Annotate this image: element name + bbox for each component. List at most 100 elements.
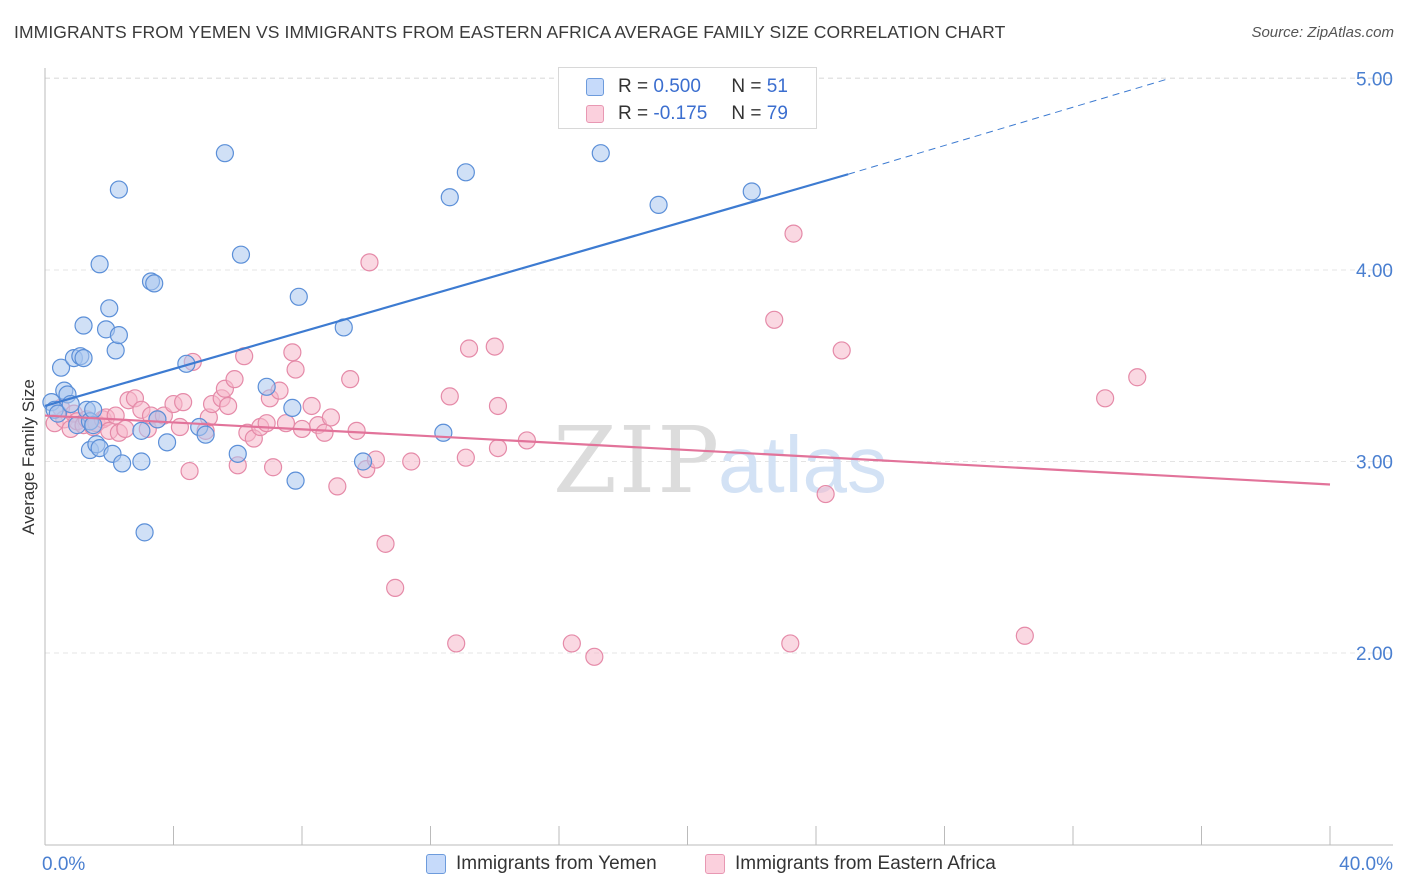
legend-r-label: R = <box>618 103 649 124</box>
point-yemen-51 <box>742 182 761 201</box>
point-yemen-10 <box>74 348 93 368</box>
point-yemen-32 <box>148 410 167 429</box>
point-eastern-africa-64 <box>456 448 475 467</box>
tick-labels: 2.00 3.00 4.00 5.00 0.0% 40.0% <box>42 70 1393 876</box>
x-tick-label-1: 40.0% <box>1339 854 1393 875</box>
legend: R = 0.500 N = 51 R = -0.175 N = 79 <box>558 67 817 129</box>
watermark-zip: ZIP <box>553 407 721 514</box>
source-label: Source: ZipAtlas.com <box>1251 24 1394 41</box>
bottom-legend-label-eastern-africa: Immigrants from Eastern Africa <box>735 853 996 874</box>
point-yemen-26 <box>109 180 128 199</box>
point-yemen-42 <box>286 471 305 490</box>
point-yemen-50 <box>649 195 668 214</box>
point-yemen-31 <box>145 274 164 293</box>
point-eastern-africa-70 <box>562 634 581 653</box>
point-yemen-21 <box>100 299 119 318</box>
point-eastern-africa-62 <box>440 387 459 406</box>
point-eastern-africa-78 <box>1096 389 1115 408</box>
legend-n-label: N = <box>731 76 762 97</box>
point-eastern-africa-26 <box>174 393 193 412</box>
point-eastern-africa-75 <box>816 484 835 504</box>
point-eastern-africa-65 <box>459 339 479 358</box>
point-yemen-29 <box>135 523 154 542</box>
point-eastern-africa-63 <box>447 634 466 653</box>
point-eastern-africa-43 <box>263 458 283 477</box>
point-eastern-africa-79 <box>1128 368 1147 387</box>
y-tick-label-1: 3.00 <box>1356 453 1393 474</box>
point-yemen-2 <box>48 404 67 423</box>
point-yemen-3 <box>51 358 71 377</box>
point-yemen-28 <box>132 452 151 471</box>
y-tick-label-2: 4.00 <box>1356 261 1393 282</box>
legend-r-value-eastern-africa: -0.175 <box>653 103 708 124</box>
trend-line-yemen-extension <box>847 78 1170 175</box>
point-yemen-33 <box>157 433 177 452</box>
point-eastern-africa-34 <box>219 396 238 416</box>
chart-title: IMMIGRANTS FROM YEMEN VS IMMIGRANTS FROM… <box>14 22 1006 42</box>
y-tick-label-0: 2.00 <box>1356 644 1393 665</box>
point-eastern-africa-46 <box>283 343 302 362</box>
x-tick-label-0: 0.0% <box>42 854 85 875</box>
point-eastern-africa-27 <box>180 461 199 481</box>
point-eastern-africa-59 <box>376 534 395 553</box>
point-yemen-40 <box>257 377 276 396</box>
point-yemen-24 <box>109 326 128 345</box>
point-yemen-16 <box>84 400 103 419</box>
point-eastern-africa-25 <box>170 417 190 437</box>
point-eastern-africa-52 <box>321 408 341 427</box>
point-eastern-africa-35 <box>225 370 244 389</box>
point-yemen-43 <box>289 287 308 306</box>
point-yemen-46 <box>434 423 453 442</box>
legend-n-label: N = <box>731 103 762 124</box>
series-yemen-points <box>42 144 761 542</box>
gridlines <box>45 77 1393 654</box>
point-eastern-africa-61 <box>402 452 421 471</box>
trend-lines <box>44 78 1331 486</box>
y-axis-label: Average Family Size <box>19 379 38 535</box>
bottom-legend-label-yemen: Immigrants from Yemen <box>456 853 657 874</box>
point-eastern-africa-67 <box>488 396 508 416</box>
point-yemen-48 <box>456 163 475 182</box>
point-eastern-africa-66 <box>485 337 504 356</box>
legend-n-value-yemen: 51 <box>766 76 788 97</box>
legend-row-yemen: R = 0.500 N = 51 <box>559 73 788 101</box>
bottom-legend-swatch-eastern-africa <box>705 854 725 874</box>
point-yemen-14 <box>74 316 93 335</box>
point-eastern-africa-41 <box>257 414 276 433</box>
point-eastern-africa-73 <box>781 634 800 653</box>
point-yemen-38 <box>228 444 247 463</box>
point-eastern-africa-74 <box>784 224 803 243</box>
point-eastern-africa-77 <box>1015 626 1034 645</box>
legend-r-value-yemen: 0.500 <box>653 76 701 97</box>
legend-swatch-yemen <box>586 78 604 96</box>
point-eastern-africa-71 <box>585 647 604 666</box>
point-eastern-africa-57 <box>360 253 379 272</box>
point-yemen-47 <box>440 188 459 207</box>
point-eastern-africa-49 <box>302 396 321 416</box>
point-yemen-39 <box>231 245 251 264</box>
watermark: ZIP atlas <box>553 407 887 514</box>
point-yemen-36 <box>196 425 215 444</box>
y-tick-label-3: 5.00 <box>1356 70 1393 91</box>
point-eastern-africa-76 <box>832 341 851 360</box>
point-yemen-41 <box>283 398 302 417</box>
point-eastern-africa-53 <box>328 477 347 496</box>
legend-swatch-eastern-africa <box>586 105 604 123</box>
point-eastern-africa-60 <box>386 578 405 597</box>
point-yemen-37 <box>215 144 234 163</box>
point-yemen-25 <box>112 454 132 473</box>
legend-r-label: R = <box>618 76 649 97</box>
watermark-atlas: atlas <box>718 420 887 509</box>
point-eastern-africa-72 <box>765 310 784 329</box>
point-yemen-27 <box>132 421 151 440</box>
point-eastern-africa-47 <box>286 360 305 379</box>
point-yemen-49 <box>591 144 610 163</box>
point-eastern-africa-51 <box>315 423 334 442</box>
point-eastern-africa-16 <box>116 419 135 439</box>
point-eastern-africa-68 <box>488 438 508 458</box>
point-yemen-45 <box>353 452 373 471</box>
point-yemen-19 <box>90 255 109 274</box>
legend-n-value-eastern-africa: 79 <box>766 103 788 124</box>
trend-line-eastern-africa <box>44 414 1331 486</box>
